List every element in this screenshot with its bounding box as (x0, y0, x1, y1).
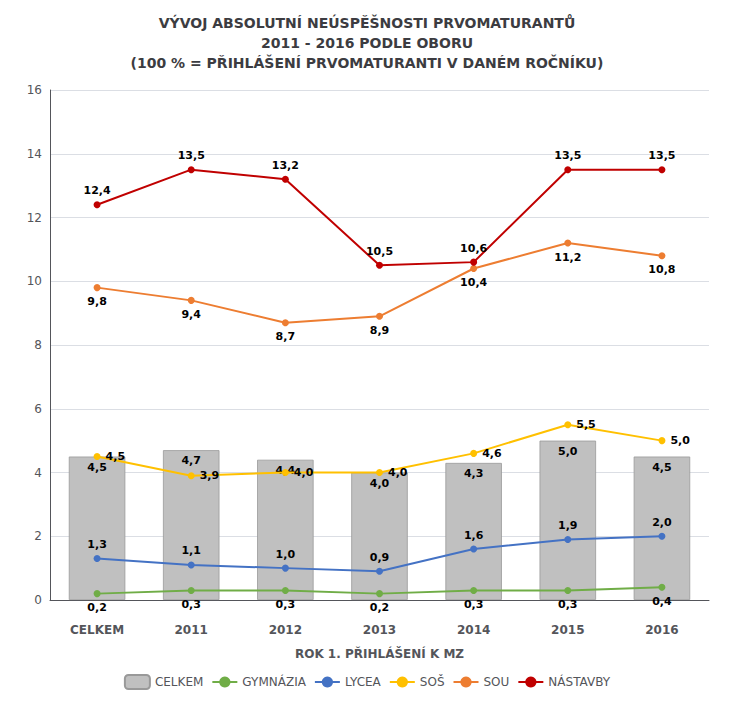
svg-text:9,4: 9,4 (181, 308, 201, 321)
svg-text:0,3: 0,3 (276, 598, 296, 611)
svg-text:12: 12 (27, 211, 42, 225)
svg-text:4,3: 4,3 (464, 467, 484, 480)
svg-text:10,6: 10,6 (460, 242, 487, 255)
svg-text:1,0: 1,0 (276, 548, 296, 561)
svg-text:1,3: 1,3 (87, 538, 107, 551)
svg-text:6: 6 (34, 402, 42, 416)
svg-text:2014: 2014 (457, 623, 490, 637)
svg-text:13,5: 13,5 (554, 149, 581, 162)
svg-text:CELKEM: CELKEM (70, 623, 124, 637)
svg-text:4,5: 4,5 (106, 450, 126, 463)
svg-text:VÝVOJ ABSOLUTNÍ NEÚSPĚŠNOSTI P: VÝVOJ ABSOLUTNÍ NEÚSPĚŠNOSTI PRVOMATURAN… (159, 14, 576, 31)
svg-text:2,0: 2,0 (652, 516, 672, 529)
svg-text:2016: 2016 (645, 623, 678, 637)
svg-text:NÁSTAVBY: NÁSTAVBY (548, 674, 610, 689)
svg-text:8: 8 (34, 338, 42, 352)
svg-text:GYMNÁZIA: GYMNÁZIA (242, 674, 306, 689)
svg-text:4,5: 4,5 (652, 461, 672, 474)
svg-text:5,0: 5,0 (558, 445, 578, 458)
svg-text:SOU: SOU (484, 675, 510, 689)
svg-text:16: 16 (27, 83, 42, 97)
svg-text:4,5: 4,5 (87, 461, 107, 474)
svg-text:(100 % = PŘIHLÁŠENÍ PRVOMATURA: (100 % = PŘIHLÁŠENÍ PRVOMATURANTI V DANÉ… (131, 54, 604, 71)
svg-text:2011: 2011 (175, 623, 208, 637)
svg-text:3,9: 3,9 (200, 469, 220, 482)
svg-text:5,5: 5,5 (576, 418, 596, 431)
svg-text:10,8: 10,8 (648, 263, 675, 276)
svg-text:11,2: 11,2 (554, 251, 581, 264)
svg-text:4,0: 4,0 (370, 477, 390, 490)
svg-text:10,5: 10,5 (366, 245, 393, 258)
svg-text:2013: 2013 (363, 623, 396, 637)
svg-text:LYCEA: LYCEA (345, 675, 382, 689)
svg-text:1,1: 1,1 (181, 544, 201, 557)
svg-text:13,2: 13,2 (272, 159, 299, 172)
svg-text:0,2: 0,2 (370, 601, 390, 614)
svg-text:0,3: 0,3 (558, 598, 578, 611)
svg-text:1,6: 1,6 (464, 529, 484, 542)
svg-text:4,4: 4,4 (276, 464, 296, 477)
svg-text:4,6: 4,6 (482, 447, 502, 460)
svg-text:4,0: 4,0 (388, 466, 408, 479)
svg-text:10,4: 10,4 (460, 276, 487, 289)
svg-text:12,4: 12,4 (84, 184, 111, 197)
svg-text:2012: 2012 (269, 623, 302, 637)
svg-text:2: 2 (34, 529, 42, 543)
svg-text:0,2: 0,2 (87, 601, 107, 614)
svg-text:13,5: 13,5 (178, 149, 205, 162)
svg-text:0,3: 0,3 (181, 598, 201, 611)
svg-text:9,8: 9,8 (87, 295, 107, 308)
svg-text:0: 0 (34, 593, 42, 607)
svg-text:10: 10 (27, 274, 42, 288)
svg-text:ROK 1. PŘIHLÁŠENÍ K MZ: ROK 1. PŘIHLÁŠENÍ K MZ (295, 646, 464, 661)
svg-text:8,7: 8,7 (276, 330, 296, 343)
svg-text:0,3: 0,3 (464, 598, 484, 611)
svg-text:8,9: 8,9 (370, 324, 390, 337)
svg-text:1,9: 1,9 (558, 519, 578, 532)
svg-text:0,9: 0,9 (370, 551, 390, 564)
svg-text:4,7: 4,7 (181, 454, 201, 467)
svg-text:2011 - 2016 PODLE OBORU: 2011 - 2016 PODLE OBORU (261, 35, 473, 51)
svg-text:CELKEM: CELKEM (155, 675, 203, 689)
svg-text:4: 4 (34, 466, 42, 480)
svg-text:13,5: 13,5 (648, 149, 675, 162)
svg-text:5,0: 5,0 (670, 434, 690, 447)
svg-text:0,4: 0,4 (652, 595, 672, 608)
svg-text:SOŠ: SOŠ (420, 674, 445, 689)
svg-text:14: 14 (27, 147, 42, 161)
svg-text:4,0: 4,0 (294, 466, 314, 479)
svg-text:2015: 2015 (551, 623, 584, 637)
